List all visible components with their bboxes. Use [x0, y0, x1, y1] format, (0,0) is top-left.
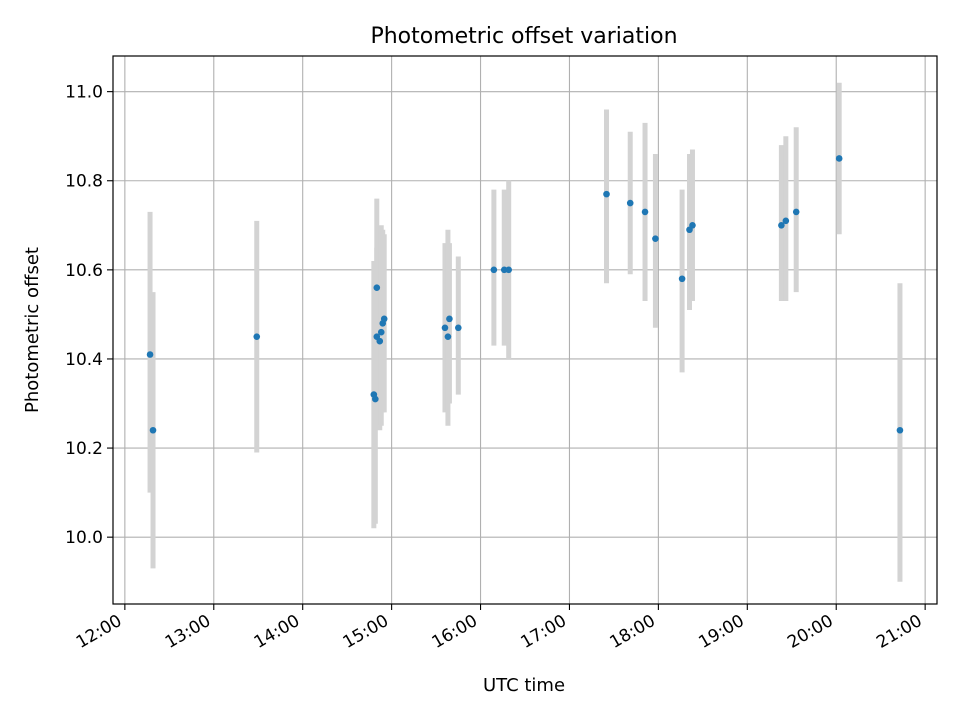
data-point [380, 315, 388, 323]
data-point [652, 235, 659, 242]
y-tick-label: 10.8 [65, 172, 103, 192]
chart-title: Photometric offset variation [370, 24, 677, 49]
data-point [373, 284, 381, 291]
x-tick-label: 19:00 [695, 611, 747, 653]
x-axis-ticks: 12:00 13:00 14:00 15:00 16:00 17:00 18:00 19:00… [73, 604, 926, 653]
x-tick-label: 16:00 [429, 611, 481, 653]
data-point [149, 426, 157, 434]
y-axis-label: Photometric offset [22, 247, 43, 413]
x-tick-label: 13:00 [162, 611, 214, 653]
data-point [505, 266, 512, 274]
data-point [778, 222, 785, 229]
data-point [441, 324, 449, 332]
data-point [835, 155, 843, 162]
data-point [455, 324, 462, 332]
data-point [678, 275, 686, 283]
y-tick-label: 10.0 [65, 528, 103, 548]
data-point [376, 337, 384, 345]
x-tick-label: 17:00 [518, 611, 570, 653]
y-tick-label: 10.4 [65, 350, 103, 370]
plot-frame [112, 55, 938, 605]
x-tick-label: 21:00 [873, 611, 925, 653]
x-tick-label: 18:00 [606, 611, 658, 653]
y-tick-label: 11.0 [65, 83, 103, 103]
data-point [641, 208, 649, 216]
x-tick-label: 15:00 [340, 611, 392, 653]
data-point [446, 315, 453, 323]
data-point [490, 266, 498, 274]
y-tick-label: 10.2 [65, 439, 103, 459]
data-point [792, 208, 800, 216]
data-point [896, 426, 904, 434]
x-tick-label: 14:00 [251, 611, 303, 653]
data-points [146, 155, 904, 434]
x-tick-label: 20:00 [784, 611, 836, 653]
data-point [444, 333, 452, 340]
data-point [146, 351, 154, 358]
data-point [377, 328, 385, 336]
data-point [253, 333, 261, 340]
x-tick-label: 12:00 [73, 611, 125, 653]
error-bars [147, 82, 903, 582]
data-point [626, 199, 634, 207]
y-tick-label: 10.6 [65, 261, 103, 281]
data-point [782, 217, 790, 225]
data-point [372, 395, 379, 403]
data-point [689, 222, 696, 229]
data-point [603, 190, 610, 198]
x-axis-label: UTC time [483, 675, 565, 696]
grid [113, 56, 937, 604]
y-axis-ticks: 10.0 10.2 10.4 10.6 10.8 11.0 [65, 83, 113, 548]
